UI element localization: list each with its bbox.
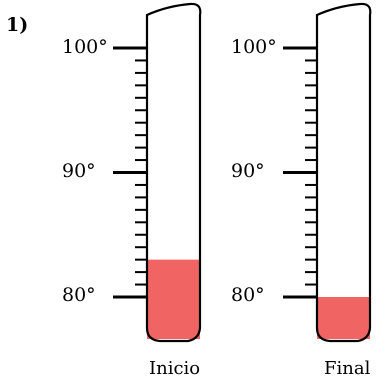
thermometer-final-label-100: 100°: [231, 36, 277, 58]
thermometer-inicio-ticks: [113, 46, 147, 299]
thermometer-final-ticks: [283, 46, 317, 299]
thermometer-inicio-label-100: 100°: [62, 36, 108, 58]
thermometer-inicio-tube: [145, 2, 202, 343]
thermometer-inicio-label-90: 90°: [62, 160, 96, 182]
thermometer-final-tube: [315, 2, 372, 343]
thermometer-inicio-caption: Inicio: [149, 358, 200, 379]
thermometer-inicio-label-80: 80°: [62, 284, 96, 306]
problem-number: 1): [6, 14, 28, 36]
thermometer-final-label-90: 90°: [231, 160, 265, 182]
thermometer-final-fill: [317, 297, 370, 339]
thermometer-final: 100° 90° 80° Final: [231, 2, 372, 379]
thermometer-inicio: 100° 90° 80° Inicio: [62, 2, 202, 379]
thermometer-inicio-fill: [147, 259, 200, 339]
thermometer-final-label-80: 80°: [231, 284, 265, 306]
thermometer-final-caption: Final: [324, 358, 371, 379]
